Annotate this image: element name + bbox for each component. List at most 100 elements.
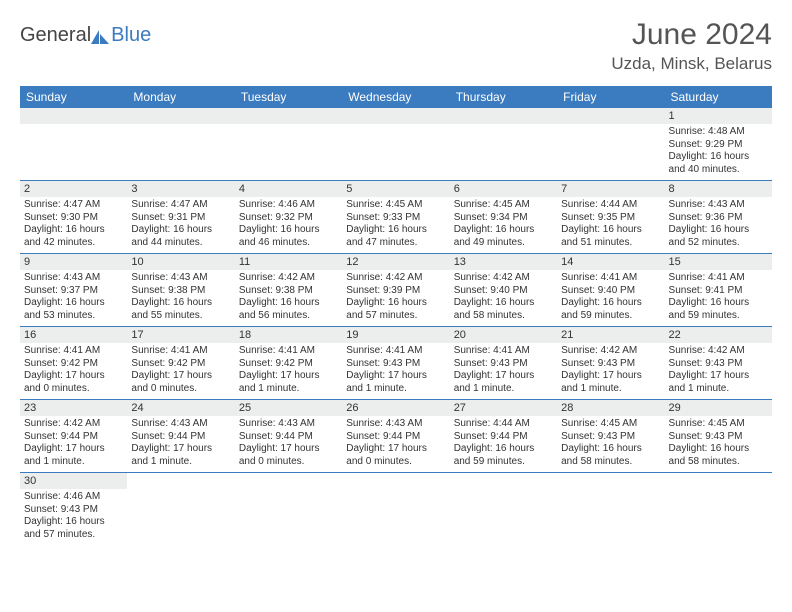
day-info: Sunrise: 4:45 AMSunset: 9:33 PMDaylight:… bbox=[342, 197, 449, 253]
daylight-text: Daylight: 16 hours and 53 minutes. bbox=[24, 297, 123, 322]
calendar-cell: 16Sunrise: 4:41 AMSunset: 9:42 PMDayligh… bbox=[20, 327, 127, 400]
sunrise-text: Sunrise: 4:43 AM bbox=[24, 272, 123, 285]
day-info: Sunrise: 4:41 AMSunset: 9:42 PMDaylight:… bbox=[235, 343, 342, 399]
calendar-cell: 30Sunrise: 4:46 AMSunset: 9:43 PMDayligh… bbox=[20, 473, 127, 546]
day-info: Sunrise: 4:42 AMSunset: 9:43 PMDaylight:… bbox=[557, 343, 664, 399]
daylight-text: Daylight: 16 hours and 49 minutes. bbox=[454, 224, 553, 249]
daylight-text: Daylight: 16 hours and 58 minutes. bbox=[561, 443, 660, 468]
daylight-text: Daylight: 16 hours and 59 minutes. bbox=[669, 297, 768, 322]
calendar-cell: 5Sunrise: 4:45 AMSunset: 9:33 PMDaylight… bbox=[342, 181, 449, 254]
sunset-text: Sunset: 9:39 PM bbox=[346, 285, 445, 298]
calendar-week-row: 9Sunrise: 4:43 AMSunset: 9:37 PMDaylight… bbox=[20, 254, 772, 327]
daylight-text: Daylight: 16 hours and 56 minutes. bbox=[239, 297, 338, 322]
daylight-text: Daylight: 17 hours and 0 minutes. bbox=[239, 443, 338, 468]
sunset-text: Sunset: 9:36 PM bbox=[669, 212, 768, 225]
day-info: Sunrise: 4:43 AMSunset: 9:38 PMDaylight:… bbox=[127, 270, 234, 326]
sunset-text: Sunset: 9:43 PM bbox=[454, 358, 553, 371]
calendar-cell bbox=[342, 473, 449, 546]
sunrise-text: Sunrise: 4:42 AM bbox=[346, 272, 445, 285]
sunrise-text: Sunrise: 4:41 AM bbox=[561, 272, 660, 285]
calendar-cell: 1Sunrise: 4:48 AMSunset: 9:29 PMDaylight… bbox=[665, 108, 772, 181]
day-info: Sunrise: 4:43 AMSunset: 9:44 PMDaylight:… bbox=[235, 416, 342, 472]
day-number: 17 bbox=[127, 327, 234, 343]
day-info: Sunrise: 4:46 AMSunset: 9:43 PMDaylight:… bbox=[20, 489, 127, 545]
calendar-cell: 19Sunrise: 4:41 AMSunset: 9:43 PMDayligh… bbox=[342, 327, 449, 400]
day-number-empty bbox=[127, 108, 234, 124]
sunrise-text: Sunrise: 4:45 AM bbox=[454, 199, 553, 212]
day-number-empty bbox=[342, 108, 449, 124]
day-number: 24 bbox=[127, 400, 234, 416]
sunset-text: Sunset: 9:40 PM bbox=[454, 285, 553, 298]
day-number-empty bbox=[557, 108, 664, 124]
sunset-text: Sunset: 9:33 PM bbox=[346, 212, 445, 225]
daylight-text: Daylight: 17 hours and 1 minute. bbox=[131, 443, 230, 468]
day-number: 3 bbox=[127, 181, 234, 197]
day-number: 18 bbox=[235, 327, 342, 343]
calendar-cell: 14Sunrise: 4:41 AMSunset: 9:40 PMDayligh… bbox=[557, 254, 664, 327]
daylight-text: Daylight: 17 hours and 1 minute. bbox=[346, 370, 445, 395]
sunrise-text: Sunrise: 4:44 AM bbox=[561, 199, 660, 212]
daylight-text: Daylight: 16 hours and 57 minutes. bbox=[24, 516, 123, 541]
day-info: Sunrise: 4:41 AMSunset: 9:43 PMDaylight:… bbox=[342, 343, 449, 399]
day-number: 11 bbox=[235, 254, 342, 270]
day-info: Sunrise: 4:47 AMSunset: 9:31 PMDaylight:… bbox=[127, 197, 234, 253]
sunset-text: Sunset: 9:32 PM bbox=[239, 212, 338, 225]
sunset-text: Sunset: 9:29 PM bbox=[669, 139, 768, 152]
calendar-cell bbox=[127, 473, 234, 546]
sunset-text: Sunset: 9:41 PM bbox=[669, 285, 768, 298]
calendar-cell: 18Sunrise: 4:41 AMSunset: 9:42 PMDayligh… bbox=[235, 327, 342, 400]
calendar-cell: 8Sunrise: 4:43 AMSunset: 9:36 PMDaylight… bbox=[665, 181, 772, 254]
day-header: Monday bbox=[127, 86, 234, 108]
day-info: Sunrise: 4:41 AMSunset: 9:41 PMDaylight:… bbox=[665, 270, 772, 326]
day-info: Sunrise: 4:43 AMSunset: 9:37 PMDaylight:… bbox=[20, 270, 127, 326]
sunset-text: Sunset: 9:35 PM bbox=[561, 212, 660, 225]
daylight-text: Daylight: 17 hours and 0 minutes. bbox=[24, 370, 123, 395]
calendar-week-row: 16Sunrise: 4:41 AMSunset: 9:42 PMDayligh… bbox=[20, 327, 772, 400]
sunrise-text: Sunrise: 4:47 AM bbox=[131, 199, 230, 212]
day-number: 14 bbox=[557, 254, 664, 270]
day-number: 19 bbox=[342, 327, 449, 343]
sunrise-text: Sunrise: 4:47 AM bbox=[24, 199, 123, 212]
day-info: Sunrise: 4:43 AMSunset: 9:44 PMDaylight:… bbox=[127, 416, 234, 472]
daylight-text: Daylight: 16 hours and 47 minutes. bbox=[346, 224, 445, 249]
daylight-text: Daylight: 17 hours and 0 minutes. bbox=[131, 370, 230, 395]
calendar-cell: 12Sunrise: 4:42 AMSunset: 9:39 PMDayligh… bbox=[342, 254, 449, 327]
day-number: 29 bbox=[665, 400, 772, 416]
sunset-text: Sunset: 9:34 PM bbox=[454, 212, 553, 225]
day-number: 10 bbox=[127, 254, 234, 270]
calendar-cell: 27Sunrise: 4:44 AMSunset: 9:44 PMDayligh… bbox=[450, 400, 557, 473]
day-number: 13 bbox=[450, 254, 557, 270]
calendar-cell bbox=[665, 473, 772, 546]
day-number: 25 bbox=[235, 400, 342, 416]
calendar-cell: 21Sunrise: 4:42 AMSunset: 9:43 PMDayligh… bbox=[557, 327, 664, 400]
calendar-cell: 2Sunrise: 4:47 AMSunset: 9:30 PMDaylight… bbox=[20, 181, 127, 254]
day-number: 9 bbox=[20, 254, 127, 270]
day-number: 16 bbox=[20, 327, 127, 343]
day-info: Sunrise: 4:42 AMSunset: 9:38 PMDaylight:… bbox=[235, 270, 342, 326]
day-info: Sunrise: 4:43 AMSunset: 9:36 PMDaylight:… bbox=[665, 197, 772, 253]
calendar-cell: 24Sunrise: 4:43 AMSunset: 9:44 PMDayligh… bbox=[127, 400, 234, 473]
day-info: Sunrise: 4:41 AMSunset: 9:42 PMDaylight:… bbox=[20, 343, 127, 399]
day-info: Sunrise: 4:47 AMSunset: 9:30 PMDaylight:… bbox=[20, 197, 127, 253]
calendar-cell: 20Sunrise: 4:41 AMSunset: 9:43 PMDayligh… bbox=[450, 327, 557, 400]
calendar-cell: 6Sunrise: 4:45 AMSunset: 9:34 PMDaylight… bbox=[450, 181, 557, 254]
sunset-text: Sunset: 9:42 PM bbox=[24, 358, 123, 371]
daylight-text: Daylight: 17 hours and 0 minutes. bbox=[346, 443, 445, 468]
sunset-text: Sunset: 9:44 PM bbox=[454, 431, 553, 444]
day-info: Sunrise: 4:45 AMSunset: 9:34 PMDaylight:… bbox=[450, 197, 557, 253]
sunrise-text: Sunrise: 4:42 AM bbox=[239, 272, 338, 285]
title-block: June 2024 Uzda, Minsk, Belarus bbox=[611, 18, 772, 74]
logo-text-general: General bbox=[20, 24, 91, 47]
sunrise-text: Sunrise: 4:41 AM bbox=[454, 345, 553, 358]
sunrise-text: Sunrise: 4:48 AM bbox=[669, 126, 768, 139]
location: Uzda, Minsk, Belarus bbox=[611, 54, 772, 74]
calendar-week-row: 2Sunrise: 4:47 AMSunset: 9:30 PMDaylight… bbox=[20, 181, 772, 254]
day-info: Sunrise: 4:41 AMSunset: 9:40 PMDaylight:… bbox=[557, 270, 664, 326]
sunset-text: Sunset: 9:38 PM bbox=[131, 285, 230, 298]
calendar-cell bbox=[20, 108, 127, 181]
day-info: Sunrise: 4:42 AMSunset: 9:43 PMDaylight:… bbox=[665, 343, 772, 399]
day-info: Sunrise: 4:45 AMSunset: 9:43 PMDaylight:… bbox=[665, 416, 772, 472]
logo-sail-icon bbox=[89, 28, 111, 46]
calendar-cell: 11Sunrise: 4:42 AMSunset: 9:38 PMDayligh… bbox=[235, 254, 342, 327]
calendar-cell: 9Sunrise: 4:43 AMSunset: 9:37 PMDaylight… bbox=[20, 254, 127, 327]
